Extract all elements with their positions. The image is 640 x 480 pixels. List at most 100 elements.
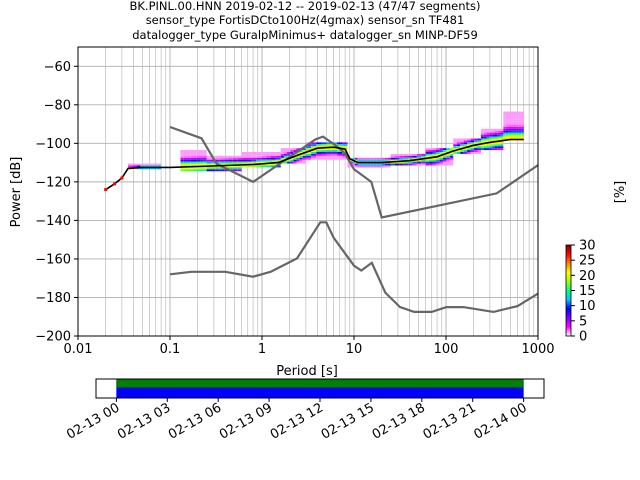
psd-histogram-cell xyxy=(316,153,322,156)
psd-histogram-cell xyxy=(219,163,225,166)
psd-histogram-cell xyxy=(270,157,276,160)
mean-psd-line xyxy=(105,138,524,191)
psd-histogram-cell xyxy=(403,155,409,158)
psd-histogram-cell xyxy=(280,152,284,154)
psd-histogram-cell xyxy=(516,117,519,120)
psd-histogram-cell xyxy=(200,159,204,162)
psd-histogram-cell xyxy=(237,157,242,160)
psd-histogram-cell xyxy=(403,157,409,160)
psd-histogram-cell xyxy=(251,161,257,164)
psd-histogram-cell xyxy=(513,119,517,122)
psd-histogram-cell xyxy=(510,115,514,118)
psd-histogram-cell xyxy=(456,138,461,141)
psd-histogram-cell xyxy=(373,159,377,162)
psd-histogram-cell xyxy=(200,167,204,170)
psd-histogram-cell xyxy=(467,148,471,151)
psd-histogram-cell xyxy=(357,159,360,162)
psd-histogram-cell xyxy=(180,161,184,164)
psd-histogram-cell xyxy=(280,148,284,151)
psd-histogram-cell xyxy=(193,169,197,172)
psd-histogram-cell xyxy=(183,157,188,160)
psd-histogram-cell xyxy=(296,157,300,160)
psd-histogram-cell xyxy=(251,152,257,154)
psd-histogram-cell xyxy=(359,157,363,160)
psd-histogram-cell xyxy=(256,159,262,162)
psd-histogram-cell xyxy=(275,157,281,160)
psd-histogram-cell xyxy=(299,152,303,154)
psd-histogram-cell xyxy=(429,159,433,162)
psd-histogram-cell xyxy=(283,148,288,151)
psd-histogram-cell xyxy=(489,148,493,151)
psd-histogram-cell xyxy=(293,150,297,153)
plot-frame xyxy=(77,46,539,337)
psd-histogram-cell xyxy=(290,159,294,162)
psd-histogram-cell xyxy=(513,125,517,127)
psd-histogram-cell xyxy=(446,159,450,162)
psd-histogram-cell xyxy=(399,153,404,156)
psd-histogram-cell xyxy=(241,152,247,154)
psd-histogram-cell xyxy=(435,157,440,160)
psd-histogram-cell xyxy=(480,148,484,151)
psd-histogram-cell xyxy=(489,134,493,137)
psd-histogram-cell xyxy=(460,144,464,147)
psd-histogram-cell xyxy=(518,126,522,129)
psd-histogram-cell xyxy=(140,163,145,166)
psd-histogram-cell xyxy=(494,136,498,139)
colorbar-tick-label: 25 xyxy=(579,254,596,269)
psd-histogram-cell xyxy=(432,148,436,151)
psd-histogram-cell xyxy=(373,165,377,168)
psd-histogram-cell xyxy=(183,169,188,172)
psd-histogram-cell xyxy=(483,128,487,131)
y-tick-label: −140 xyxy=(35,214,71,229)
psd-histogram-cell xyxy=(489,130,493,133)
psd-histogram-cell xyxy=(275,165,281,168)
psd-histogram-cell xyxy=(326,150,332,153)
psd-histogram-cell xyxy=(505,128,509,131)
title-line-1: BK.PINL.00.HNN 2019-02-12 -- 2019-02-13 … xyxy=(129,0,480,13)
psd-histogram-cell xyxy=(510,132,514,135)
psd-histogram-cell xyxy=(357,157,360,160)
psd-histogram-cell xyxy=(470,146,475,149)
psd-histogram-cell xyxy=(516,130,519,133)
psd-histogram-cell xyxy=(228,155,233,158)
psd-histogram-cell xyxy=(489,140,493,143)
psd-histogram-cell xyxy=(518,119,522,122)
colorbar-tick-label: 10 xyxy=(579,299,596,314)
psd-histogram-cell xyxy=(477,148,481,151)
psd-histogram-cell xyxy=(429,155,433,158)
psd-histogram-cell xyxy=(446,148,450,151)
psd-histogram-cell xyxy=(190,157,194,160)
psd-histogram-cell xyxy=(449,163,454,166)
psd-histogram-cell xyxy=(486,132,490,135)
psd-histogram-cell xyxy=(296,159,300,162)
psd-histogram-cell xyxy=(508,117,511,120)
psd-histogram-cell xyxy=(359,165,363,168)
psd-histogram-cell xyxy=(362,157,365,160)
psd-histogram-cell xyxy=(497,136,501,139)
psd-histogram-cell xyxy=(379,165,382,168)
psd-histogram-cell xyxy=(370,159,374,162)
psd-histogram-cell xyxy=(321,142,327,145)
psd-histogram-cell xyxy=(510,121,514,124)
psd-histogram-cell xyxy=(442,157,447,160)
psd-histogram-cell xyxy=(290,152,294,154)
psd-histogram-cell xyxy=(311,157,317,160)
psd-histogram-cell xyxy=(477,142,481,145)
psd-histogram-cell xyxy=(180,155,184,158)
psd-histogram-cell xyxy=(228,159,233,162)
colorbar-tick-label: 30 xyxy=(579,239,596,254)
psd-histogram-cell xyxy=(347,163,350,166)
psd-histogram-cell xyxy=(337,152,343,154)
psd-histogram-cell xyxy=(237,161,242,164)
psd-histogram-cell xyxy=(287,161,291,164)
psd-histogram-cell xyxy=(352,163,355,166)
psd-histogram-cell xyxy=(510,125,514,127)
psd-histogram-cell xyxy=(148,167,153,170)
psd-histogram-cell xyxy=(503,117,506,120)
psd-histogram-cell xyxy=(326,142,332,145)
psd-histogram-cell xyxy=(190,169,194,172)
psd-histogram-cell xyxy=(287,148,291,151)
psd-histogram-cell xyxy=(439,155,443,158)
psd-histogram-cell xyxy=(305,152,312,154)
